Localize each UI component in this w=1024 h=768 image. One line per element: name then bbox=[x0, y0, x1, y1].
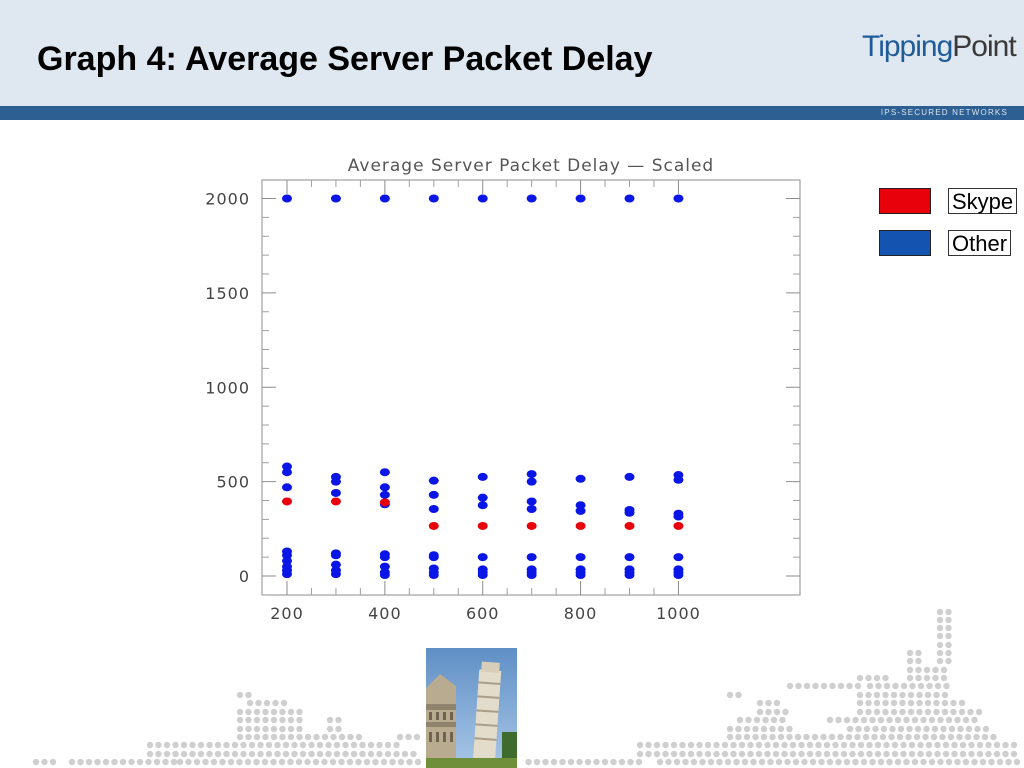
data-point-other bbox=[428, 553, 439, 562]
data-point-other bbox=[379, 468, 390, 477]
logo-part-2: Point bbox=[952, 30, 1016, 63]
data-point-other bbox=[330, 570, 341, 579]
data-point-other bbox=[575, 571, 586, 580]
data-point-other bbox=[282, 570, 292, 579]
data-point-skype bbox=[330, 497, 341, 506]
data-point-other bbox=[428, 571, 439, 580]
data-point-other bbox=[477, 194, 488, 203]
data-point-skype bbox=[477, 521, 488, 530]
data-point-other bbox=[282, 468, 292, 477]
data-point-other bbox=[673, 194, 684, 203]
data-point-other bbox=[379, 553, 390, 562]
data-point-other bbox=[282, 462, 292, 471]
data-point-other bbox=[330, 194, 341, 203]
data-point-other bbox=[330, 551, 341, 560]
leaning-tower-photo bbox=[426, 648, 517, 768]
data-point-other bbox=[477, 493, 488, 502]
data-point-other bbox=[428, 490, 439, 499]
data-point-other bbox=[379, 490, 390, 499]
data-point-other bbox=[282, 483, 292, 492]
tagline: IPS-SECURED NETWORKS bbox=[880, 108, 1008, 117]
x-tick-label: 800 bbox=[564, 604, 598, 623]
data-point-skype bbox=[624, 521, 635, 530]
logo-part-1: Tipping bbox=[862, 30, 953, 63]
data-point-other bbox=[526, 504, 537, 513]
data-point-other bbox=[282, 194, 292, 203]
data-point-other bbox=[428, 504, 439, 513]
x-tick-label: 1000 bbox=[656, 604, 701, 623]
data-point-other bbox=[526, 194, 537, 203]
data-point-skype bbox=[282, 497, 292, 506]
data-point-other bbox=[624, 553, 635, 562]
data-point-other bbox=[673, 512, 684, 521]
data-point-other bbox=[282, 551, 292, 560]
data-point-other bbox=[477, 501, 488, 510]
data-point-other bbox=[526, 470, 537, 479]
data-point-other bbox=[673, 571, 684, 580]
data-point-other bbox=[477, 472, 488, 481]
data-point-other bbox=[477, 571, 488, 580]
data-point-other bbox=[575, 501, 586, 510]
data-point-other bbox=[330, 488, 341, 497]
data-point-other bbox=[428, 476, 439, 485]
chart-title: Average Server Packet Delay — Scaled bbox=[348, 156, 714, 176]
x-tick-label: 200 bbox=[270, 604, 304, 623]
data-point-other bbox=[282, 556, 292, 565]
data-point-other bbox=[477, 553, 488, 562]
legend-swatch-skype bbox=[879, 188, 931, 214]
tippingpoint-logo: TippingPoint bbox=[862, 30, 1017, 64]
data-point-other bbox=[624, 194, 635, 203]
slide-title: Graph 4: Average Server Packet Delay bbox=[37, 40, 653, 78]
data-point-other bbox=[526, 497, 537, 506]
data-point-other bbox=[575, 553, 586, 562]
slide-header bbox=[0, 0, 1024, 106]
y-tick-label: 2000 bbox=[205, 190, 250, 209]
data-point-skype bbox=[428, 521, 439, 530]
data-point-other bbox=[330, 477, 341, 486]
legend-label-skype: Skype bbox=[948, 188, 1018, 214]
data-point-skype bbox=[575, 521, 586, 530]
y-tick-label: 0 bbox=[239, 567, 250, 586]
y-tick-label: 1500 bbox=[205, 284, 250, 303]
x-tick-label: 400 bbox=[368, 604, 402, 623]
data-point-other bbox=[575, 194, 586, 203]
data-point-other bbox=[379, 194, 390, 203]
data-point-other bbox=[379, 571, 390, 580]
data-point-skype bbox=[379, 498, 390, 507]
data-point-other bbox=[526, 477, 537, 486]
data-point-other bbox=[379, 562, 390, 571]
y-tick-label: 1000 bbox=[205, 378, 250, 397]
data-point-other bbox=[526, 553, 537, 562]
data-point-other bbox=[575, 506, 586, 515]
data-point-other bbox=[379, 483, 390, 492]
header-band bbox=[0, 106, 1024, 120]
y-tick-label: 500 bbox=[216, 473, 250, 492]
data-point-other bbox=[526, 571, 537, 580]
data-point-skype bbox=[673, 521, 684, 530]
legend-label-other: Other bbox=[948, 230, 1012, 256]
data-point-other bbox=[673, 553, 684, 562]
data-point-other bbox=[575, 474, 586, 483]
data-point-other bbox=[624, 472, 635, 481]
x-tick-label: 600 bbox=[466, 604, 500, 623]
data-point-other bbox=[624, 508, 635, 517]
data-point-other bbox=[330, 560, 341, 569]
data-point-other bbox=[428, 194, 439, 203]
data-point-other bbox=[624, 571, 635, 580]
legend-swatch-other bbox=[879, 230, 931, 256]
data-point-other bbox=[673, 475, 684, 484]
data-point-skype bbox=[526, 521, 537, 530]
